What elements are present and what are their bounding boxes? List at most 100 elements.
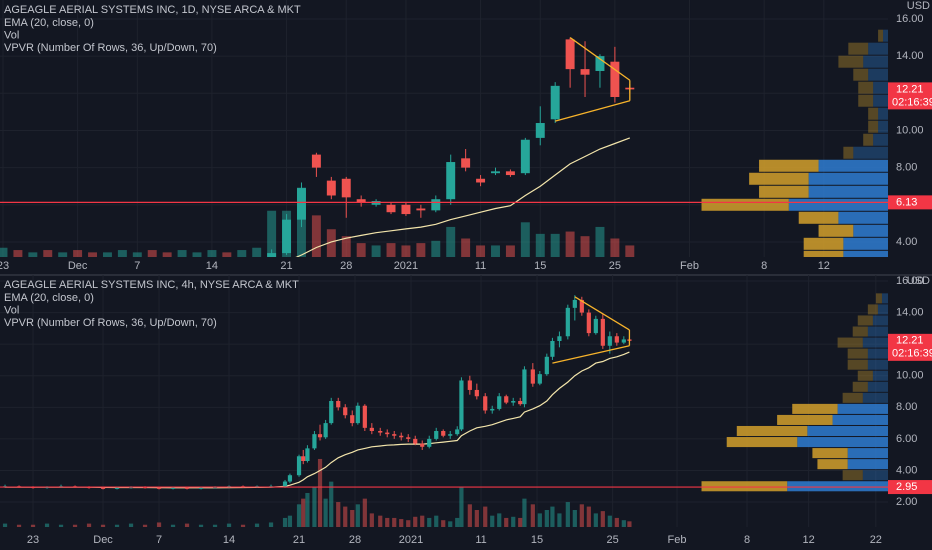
candle-body (296, 456, 302, 476)
candle-body (434, 431, 439, 439)
volume-bar (537, 513, 542, 527)
candle-body (461, 158, 471, 168)
y-tick-label: 16.00 (896, 275, 924, 287)
volume-bar (627, 521, 632, 527)
volume-bar (557, 513, 562, 527)
volume-bar (147, 250, 157, 257)
candle-body (550, 341, 555, 357)
vpvr-down (842, 392, 863, 403)
vpvr-up (847, 448, 888, 459)
vpvr-up (873, 94, 888, 107)
vpvr-up (867, 348, 888, 359)
candle-body (455, 429, 460, 435)
vpvr-down (847, 359, 868, 370)
indicator-legend: Vol (4, 29, 19, 41)
y-tick-label: 14.00 (896, 306, 924, 318)
volume-bar (142, 524, 148, 527)
vpvr-down (857, 315, 873, 326)
vpvr-up (843, 237, 888, 250)
candle-body (312, 434, 317, 449)
volume-bar (550, 233, 560, 257)
candle-body (518, 401, 523, 405)
y-axis-unit: USD (907, 0, 930, 12)
volume-bar (621, 520, 626, 527)
volume-bar (312, 487, 317, 527)
vpvr-down (749, 172, 809, 185)
horizontal-line-label: 2.95 (896, 481, 917, 493)
vpvr-up (837, 403, 888, 414)
candle-body (282, 219, 292, 254)
candle-body (362, 405, 367, 428)
volume-bar (520, 222, 530, 257)
candle-body (579, 299, 584, 313)
trendline (574, 296, 630, 331)
vpvr-down (858, 94, 874, 107)
volume-bar (371, 245, 381, 257)
vpvr-down (759, 185, 809, 198)
vpvr-down (875, 293, 882, 304)
vpvr-up (788, 198, 888, 211)
volume-bar (30, 524, 36, 527)
candle-body (448, 434, 453, 436)
vpvr-up (878, 120, 888, 133)
volume-bar (565, 502, 570, 527)
volume-bar (505, 245, 515, 257)
vpvr-down (852, 326, 868, 337)
x-tick-label: 11 (475, 260, 486, 272)
volume-bar (350, 509, 355, 527)
candle-body (296, 188, 306, 220)
x-tick-label: 12 (818, 260, 830, 272)
candle-body (580, 69, 590, 75)
candle-body (399, 435, 404, 438)
indicator-legend: Vol (4, 304, 19, 316)
volume-bar (177, 250, 187, 257)
volume-bar (595, 226, 605, 257)
x-tick-label: 2021 (399, 534, 423, 546)
candle-body (282, 481, 288, 487)
volume-bar (431, 240, 441, 257)
volume-bar (237, 250, 247, 257)
vpvr-up (838, 211, 888, 224)
vpvr-down (818, 224, 854, 237)
volume-bar (572, 509, 577, 527)
volume-bar (593, 513, 598, 527)
candle-body (595, 56, 605, 71)
vpvr-up (787, 481, 888, 492)
volume-bar (267, 210, 277, 257)
candle-body (520, 139, 530, 174)
x-tick-label: 25 (609, 260, 621, 272)
candle-body (600, 318, 605, 346)
candle-body (100, 487, 106, 489)
volume-bar (184, 523, 190, 527)
volume-bar (336, 502, 341, 527)
candle-body (607, 336, 612, 346)
volume-bar (43, 250, 53, 257)
volume-bar (305, 492, 310, 527)
candle-body (550, 85, 560, 120)
vpvr-down (863, 133, 874, 146)
indicator-legend: VPVR (Number Of Rows, 36, Up/Down, 70) (4, 317, 217, 329)
volume-bar (459, 487, 464, 527)
vpvr-down (759, 159, 819, 172)
candle-body (459, 380, 464, 430)
volume-bar (413, 516, 418, 527)
vpvr-up (873, 81, 888, 94)
volume-bar (343, 506, 348, 527)
volume-bar (565, 231, 575, 257)
countdown-label: 02:16:39 (892, 348, 932, 360)
candle-body (323, 423, 328, 438)
candle-body (565, 39, 575, 70)
vpvr-up (853, 146, 888, 159)
vpvr-down (812, 448, 848, 459)
volume-bar (252, 247, 262, 257)
volume-bar (467, 504, 472, 527)
volume-bar (406, 520, 411, 527)
y-axis-unit: USD (907, 275, 930, 287)
candle-body (301, 456, 306, 461)
volume-bar (128, 523, 134, 527)
vpvr-up (868, 68, 888, 81)
volume-bar (254, 523, 260, 527)
candle-body (326, 180, 336, 196)
candle-body (356, 199, 366, 203)
